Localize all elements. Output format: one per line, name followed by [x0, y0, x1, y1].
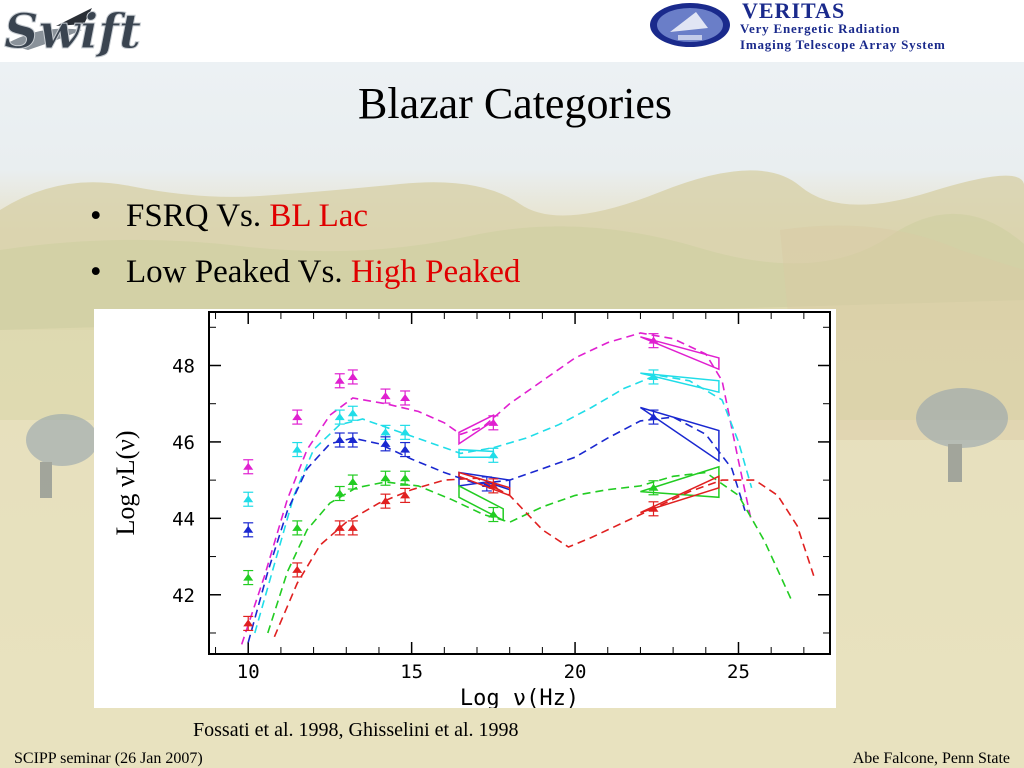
plot-frame	[208, 311, 831, 655]
series-cyan	[243, 369, 753, 634]
veritas-tagline-2: Imaging Telescope Array System	[740, 37, 946, 52]
figure-caption: Fossati et al. 1998, Ghisselini et al. 1…	[193, 719, 519, 741]
model-curve-green	[267, 471, 792, 634]
x-axis-label: Log ν(Hz)	[460, 686, 579, 708]
data-point-blue	[243, 525, 254, 533]
x-tick-label: 15	[400, 661, 423, 683]
bowtie-magenta	[458, 413, 495, 446]
data-point-magenta	[648, 336, 659, 344]
data-point-cyan	[334, 413, 345, 421]
bowtie-cyan	[640, 372, 720, 394]
data-point-magenta	[380, 392, 391, 400]
series-magenta	[240, 332, 753, 645]
data-point-blue	[400, 445, 411, 453]
dish-telescope-left-icon	[26, 414, 98, 498]
data-point-cyan	[488, 451, 499, 459]
data-point-blue	[347, 436, 358, 444]
bullet-highlight: High Peaked	[350, 254, 521, 290]
bullet-item: • FSRQ Vs. BL Lac	[90, 192, 520, 248]
footer-left: SCIPP seminar (26 Jan 2007)	[14, 750, 203, 767]
data-point-magenta	[243, 462, 254, 470]
veritas-logo-name: VERITAS	[742, 0, 846, 23]
series-red	[243, 471, 815, 638]
bowtie-green	[458, 484, 504, 522]
blazar-sed-chart: 10 15 20 25 42 44 46 48 Log ν(Hz) Log νL(ν)	[111, 311, 831, 708]
data-point-red	[243, 619, 254, 627]
x-tick-label: 20	[564, 661, 587, 683]
header-band	[0, 0, 1024, 62]
footer-right: Abe Falcone, Penn State	[852, 750, 1010, 767]
data-point-green	[380, 474, 391, 482]
series-blue	[243, 406, 746, 643]
y-tick-label: 48	[172, 355, 195, 377]
x-tick-label: 25	[727, 661, 750, 683]
y-axis-label: Log νL(ν)	[111, 430, 140, 535]
bullet-highlight: BL Lac	[269, 198, 369, 234]
data-point-cyan	[400, 428, 411, 436]
model-curve-magenta	[240, 332, 753, 645]
y-tick-label: 44	[172, 508, 195, 530]
swift-logo-text: Swift	[4, 4, 141, 58]
data-point-green	[648, 483, 659, 491]
data-point-green	[488, 510, 499, 518]
data-point-green	[243, 573, 254, 581]
bowtie-magenta	[640, 336, 720, 371]
data-point-red	[292, 565, 303, 573]
series-green	[243, 465, 792, 634]
data-point-green	[400, 474, 411, 482]
model-curve-red	[273, 477, 815, 638]
data-point-magenta	[400, 393, 411, 401]
data-point-blue	[380, 439, 391, 447]
bowtie-red	[640, 475, 720, 514]
bullet-dot: •	[90, 254, 102, 290]
dish-telescope-right-icon	[916, 388, 1008, 482]
veritas-emblem-icon	[650, 3, 730, 47]
data-point-red	[400, 491, 411, 499]
data-point-cyan	[347, 409, 358, 417]
slide-title: Blazar Categories	[358, 79, 672, 128]
data-point-green	[292, 523, 303, 531]
data-point-blue	[648, 413, 659, 421]
data-point-blue	[334, 436, 345, 444]
bullet-dot: •	[90, 198, 102, 234]
data-point-cyan	[243, 495, 254, 503]
data-point-green	[334, 489, 345, 497]
data-point-cyan	[648, 372, 659, 380]
data-point-cyan	[380, 428, 391, 436]
data-point-cyan	[292, 445, 303, 453]
bullet-text: FSRQ Vs.	[126, 198, 270, 234]
y-tick-label: 42	[172, 585, 195, 607]
data-point-green	[347, 478, 358, 486]
data-point-red	[347, 523, 358, 531]
data-point-red	[488, 481, 499, 489]
veritas-tagline-1: Very Energetic Radiation	[740, 21, 901, 36]
bullet-list: • FSRQ Vs. BL Lac • Low Peaked Vs. High Pe…	[90, 192, 520, 304]
bowtie-blue	[639, 406, 720, 463]
model-curve-cyan	[254, 374, 753, 634]
model-curve-blue	[247, 416, 746, 643]
data-point-red	[334, 523, 345, 531]
x-tick-label: 10	[237, 661, 260, 683]
data-point-magenta	[347, 372, 358, 380]
data-point-red	[380, 497, 391, 505]
bowtie-cyan	[458, 448, 495, 458]
bullet-text: Low Peaked Vs.	[126, 254, 351, 290]
data-point-magenta	[334, 376, 345, 384]
data-point-red	[648, 504, 659, 512]
y-tick-label: 46	[172, 432, 195, 454]
swift-logo: Swift	[4, 4, 142, 59]
chart-panel	[94, 309, 836, 708]
data-point-magenta	[292, 413, 303, 421]
data-point-magenta	[488, 418, 499, 426]
bullet-item: • Low Peaked Vs. High Peaked	[90, 248, 520, 304]
